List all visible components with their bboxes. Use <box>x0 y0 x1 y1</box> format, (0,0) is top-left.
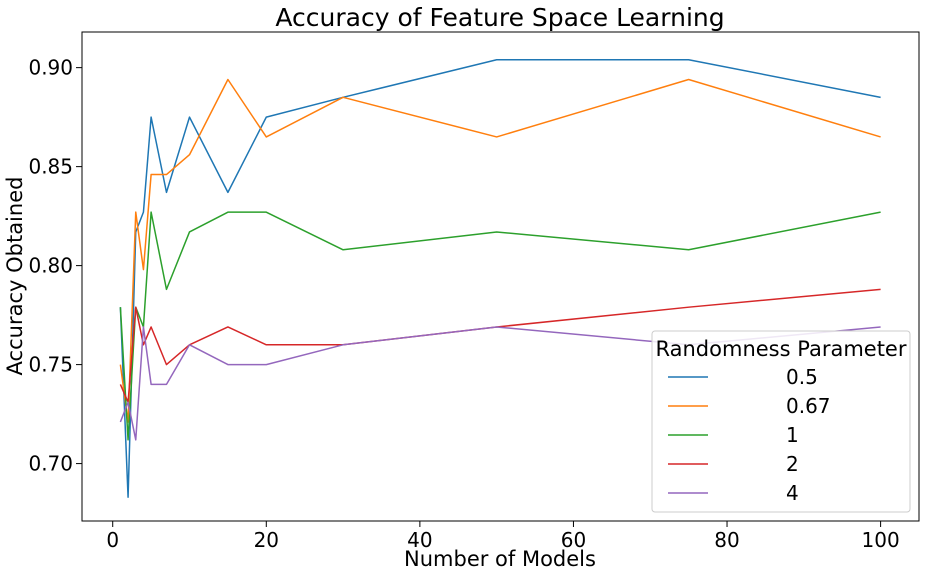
x-tick-label: 60 <box>561 528 586 552</box>
legend-items: 0.5 0.67 1 2 4 <box>668 365 831 505</box>
legend-item-3: 1 <box>668 423 799 447</box>
legend-item-4: 2 <box>668 452 799 476</box>
legend: Randomness Parameter 0.5 0.67 1 2 4 <box>651 330 911 513</box>
x-axis-title: Number of Models <box>404 547 596 571</box>
legend-item-1: 0.5 <box>668 365 818 389</box>
x-tick-label: 80 <box>714 528 739 552</box>
y-tick-label: 0.85 <box>28 155 73 179</box>
plot-area-frame <box>81 31 920 522</box>
y-tick-label: 0.75 <box>28 353 73 377</box>
x-tick-label: 0 <box>106 528 119 552</box>
y-axis-title: Accuracy Obtained <box>3 177 27 376</box>
legend-label: 0.67 <box>786 394 831 418</box>
series-line-2 <box>119 78 881 423</box>
legend-label: 2 <box>786 452 799 476</box>
chart-title: Accuracy of Feature Space Learning <box>275 3 724 32</box>
legend-label: 1 <box>786 423 799 447</box>
legend-box <box>651 330 911 513</box>
y-axis: 0.70 0.75 0.80 0.85 0.90 <box>28 56 82 476</box>
y-tick-label: 0.70 <box>28 452 73 476</box>
y-tick-label: 0.80 <box>28 254 73 278</box>
legend-item-5: 4 <box>668 481 799 505</box>
legend-label: 4 <box>786 481 799 505</box>
legend-label: 0.5 <box>786 365 818 389</box>
series-layer <box>119 58 881 498</box>
legend-item-2: 0.67 <box>668 394 831 418</box>
y-tick-label: 0.90 <box>28 56 73 80</box>
x-tick-label: 40 <box>407 528 432 552</box>
series-line-5 <box>119 326 881 441</box>
x-tick-label: 100 <box>862 528 900 552</box>
x-tick-label: 20 <box>254 528 279 552</box>
legend-title: Randomness Parameter <box>656 337 907 361</box>
x-axis: 0 20 40 60 80 100 <box>106 521 900 552</box>
